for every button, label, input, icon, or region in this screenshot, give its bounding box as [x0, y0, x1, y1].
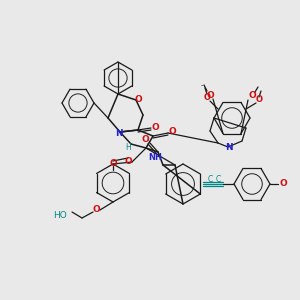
Text: O: O	[109, 160, 117, 169]
Text: O: O	[279, 179, 287, 188]
Text: O: O	[134, 94, 142, 103]
Text: O: O	[248, 92, 256, 100]
Text: O: O	[256, 95, 262, 104]
Text: C: C	[215, 175, 220, 184]
Text: H: H	[125, 142, 131, 152]
Text: O: O	[141, 136, 149, 145]
Text: O: O	[206, 91, 214, 100]
Text: O: O	[151, 124, 159, 133]
Text: O: O	[168, 128, 176, 136]
Text: O: O	[124, 158, 132, 166]
Text: C: C	[207, 175, 213, 184]
Text: N: N	[115, 128, 123, 137]
Text: -: -	[201, 82, 203, 88]
Text: O: O	[92, 206, 100, 214]
Text: N: N	[225, 143, 233, 152]
Text: NH: NH	[148, 154, 162, 163]
Text: O: O	[203, 92, 211, 101]
Text: HO: HO	[53, 211, 67, 220]
